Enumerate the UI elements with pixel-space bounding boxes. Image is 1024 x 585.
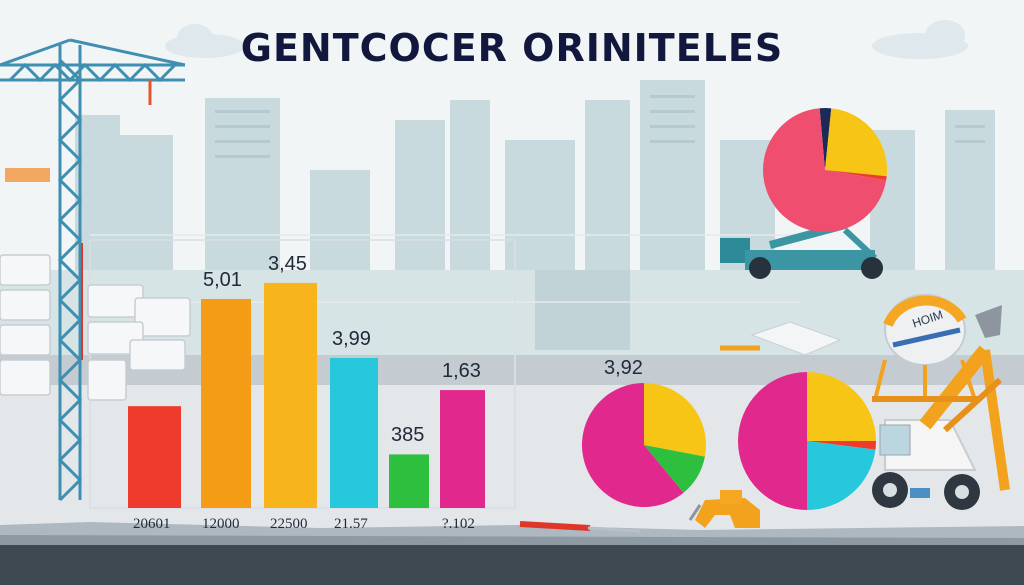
pie-top-slice-3 (825, 170, 887, 181)
bar-1 (128, 406, 181, 508)
crane-icon (0, 38, 186, 502)
pie-value-label: 3,92 (604, 357, 643, 379)
pie-chart-top (762, 108, 888, 232)
pie-top-slice-1 (819, 108, 832, 170)
pie-right-slice-3 (807, 441, 876, 510)
pie-right-slice-1 (807, 372, 876, 441)
category-label-6: ?.102 (442, 516, 475, 532)
pie-top-slice-2 (825, 108, 888, 177)
background-building (535, 270, 630, 350)
pie-right-slice-2 (807, 441, 876, 450)
trowel-icon (519, 521, 641, 533)
pie-chart-right (738, 372, 876, 510)
bar-chart (128, 282, 485, 508)
bar-value-label-2: 5,01 (203, 268, 242, 291)
bar-value-label-6: 1,63 (442, 360, 481, 383)
block-stack-icon (0, 254, 191, 401)
bar-5 (389, 454, 429, 508)
concrete-slab-icon (720, 321, 842, 356)
bar-6 (440, 390, 485, 508)
category-label-2: 12000 (202, 516, 240, 532)
pie-top-slice-4 (762, 108, 887, 232)
category-label-1: 20601 (133, 516, 171, 532)
excavator-icon (872, 305, 1010, 510)
category-label-4: 21.57 (334, 516, 368, 532)
mixer-drum-icon (872, 294, 980, 402)
mixer-truck-icon (720, 221, 883, 279)
pie-chart-left (581, 383, 706, 507)
pie-left-slice-1 (644, 383, 706, 457)
cloud-icon (165, 20, 968, 59)
bar-value-label-3: 3,45 (268, 252, 307, 275)
category-label-3: 22500 (270, 516, 308, 532)
pie-left-slice-2 (644, 445, 705, 493)
skyline-windows (215, 95, 985, 158)
bar-3 (264, 282, 317, 508)
pie-right-slice-4 (738, 372, 807, 510)
bar-2 (201, 298, 251, 508)
bar-value-label-5: 385 (391, 424, 425, 447)
bar-4 (330, 357, 378, 508)
crane-counterweight (5, 168, 50, 182)
bar-value-label-4: 3,99 (332, 327, 371, 350)
pie-left-slice-3 (581, 383, 684, 507)
drill-icon (688, 490, 760, 528)
page-title: GENTCOCER ORINITELES (240, 26, 784, 70)
asphalt-edge (0, 545, 1024, 585)
